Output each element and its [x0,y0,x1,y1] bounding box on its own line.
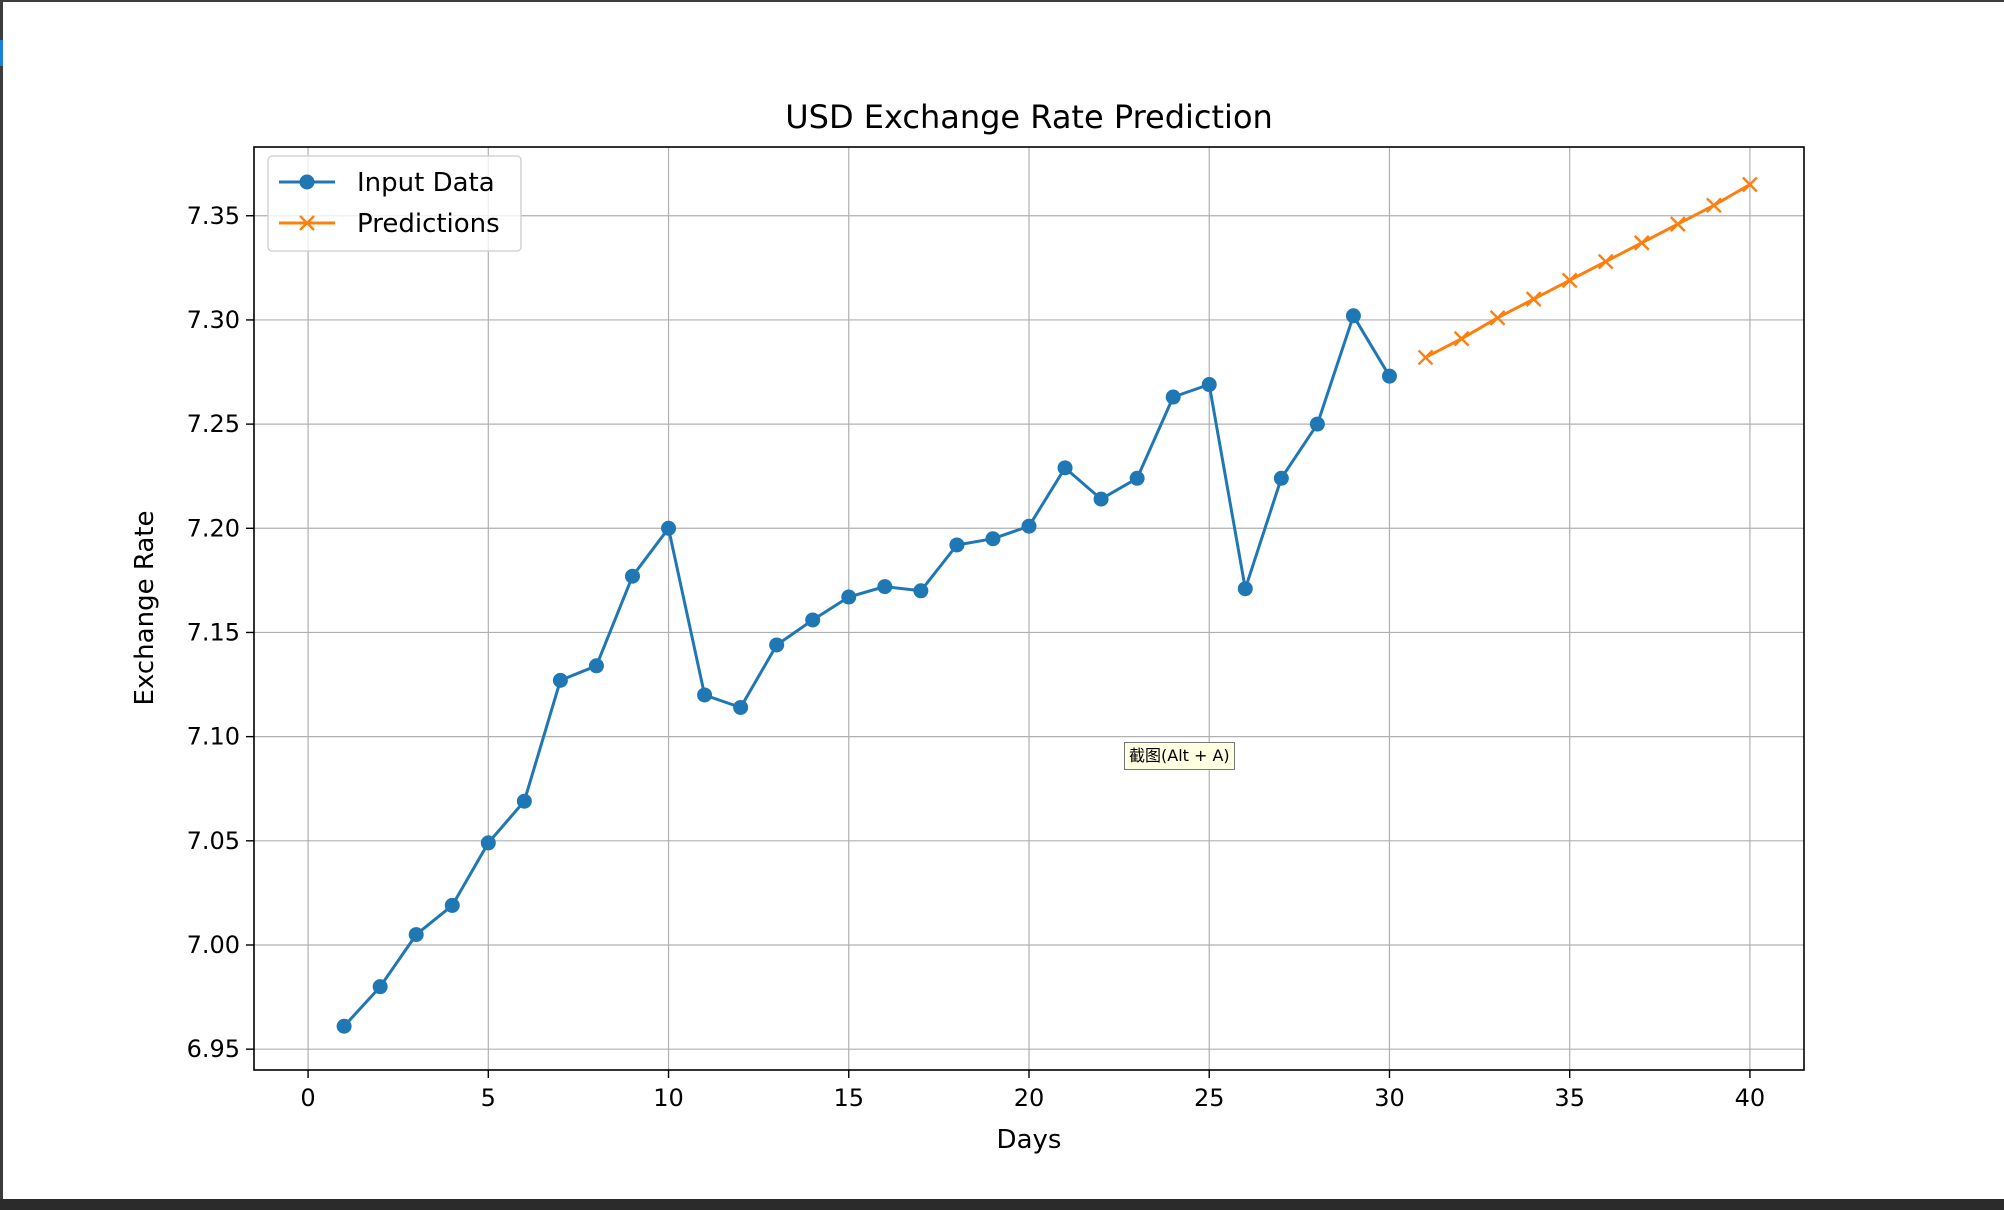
input-data-point [372,979,388,995]
predictions-point [1489,310,1506,326]
series-layer [336,176,1758,1034]
x-tick-label: 30 [1374,1084,1405,1112]
input-data-point [588,658,604,674]
predictions-line [1424,183,1751,359]
x-tick-label: 35 [1554,1084,1585,1112]
legend-item-input-data: Input Data [279,168,495,198]
input-data-point [1345,308,1361,324]
input-data-point [1381,368,1397,384]
predictions-point [1706,197,1722,214]
input-data-point [1201,377,1217,393]
predictions-point [1525,291,1542,307]
y-tick-label: 7.00 [187,931,240,959]
predictions-point [1669,216,1686,232]
y-axis-title: Exchange Rate [130,511,160,706]
input-data-point [480,835,496,851]
legend-items: Input Data Predictions [279,168,500,239]
input-data-point [949,537,965,553]
y-tick-label: 7.30 [187,306,240,334]
y-tick-label: 7.10 [187,723,240,751]
input-data-point [661,520,677,536]
predictions-point [1597,253,1614,270]
x-tick-label: 25 [1194,1084,1225,1112]
input-data-point [1093,491,1109,507]
predictions-point [1742,176,1758,193]
input-data-point [1057,460,1073,476]
grid-lines [254,147,1804,1070]
input-data-point [1021,518,1037,534]
input-data-point [805,612,821,628]
predictions-point [1561,272,1578,289]
x-tick-label: 10 [653,1084,684,1112]
series-predictions [1417,176,1758,366]
legend-box [267,155,522,252]
input-data-point [733,699,749,715]
predictions-point [1417,349,1434,366]
legend-swatch-marker [299,215,315,231]
input-data-point [841,589,857,605]
input-data-point [1129,470,1145,486]
input-data-point [769,637,785,653]
screenshot-tooltip: 截图(Alt + A) [1124,742,1235,770]
taskbar-strip [0,1199,2004,1210]
input-data-point [913,583,929,599]
input-data-point [1165,389,1181,405]
y-tick-label: 7.20 [187,514,240,542]
input-data-point [985,531,1001,547]
axis-ticks: 0 5 10 15 20 25 30 35 40 6.95 7.00 7.05 7.10 7.15 7.20… [187,202,1766,1112]
input-data-point [1237,581,1253,597]
x-tick-label: 5 [481,1084,496,1112]
window-edge-accent [0,40,3,66]
legend-swatch-marker [299,174,315,190]
x-axis-title: Days [997,1125,1062,1155]
x-tick-label: 20 [1014,1084,1045,1112]
input-data-point [697,687,713,703]
y-tick-label: 7.25 [187,410,240,438]
input-data-line [342,314,1391,1028]
chart-title: USD Exchange Rate Prediction [785,98,1273,136]
y-tick-label: 7.15 [187,618,240,646]
predictions-point [1633,234,1650,251]
input-data-point [336,1018,352,1034]
legend: Input Data Predictions [267,155,522,252]
legend-item-predictions: Predictions [279,209,500,239]
legend-label: Input Data [357,168,495,198]
x-tick-label: 15 [833,1084,864,1112]
legend-label: Predictions [357,209,500,239]
series-input-data [336,308,1397,1034]
input-data-point [1273,470,1289,486]
y-tick-label: 7.05 [187,827,240,855]
input-data-point [624,568,640,584]
input-data-point [1309,416,1325,432]
input-data-point [552,672,568,688]
x-tick-label: 40 [1735,1084,1766,1112]
input-data-point [444,897,460,913]
y-tick-label: 7.35 [187,202,240,230]
x-tick-label: 0 [300,1084,315,1112]
input-data-point [408,927,424,943]
y-tick-label: 6.95 [187,1035,240,1063]
input-data-point [516,793,532,809]
input-data-point [877,579,893,595]
predictions-point [1453,330,1470,347]
